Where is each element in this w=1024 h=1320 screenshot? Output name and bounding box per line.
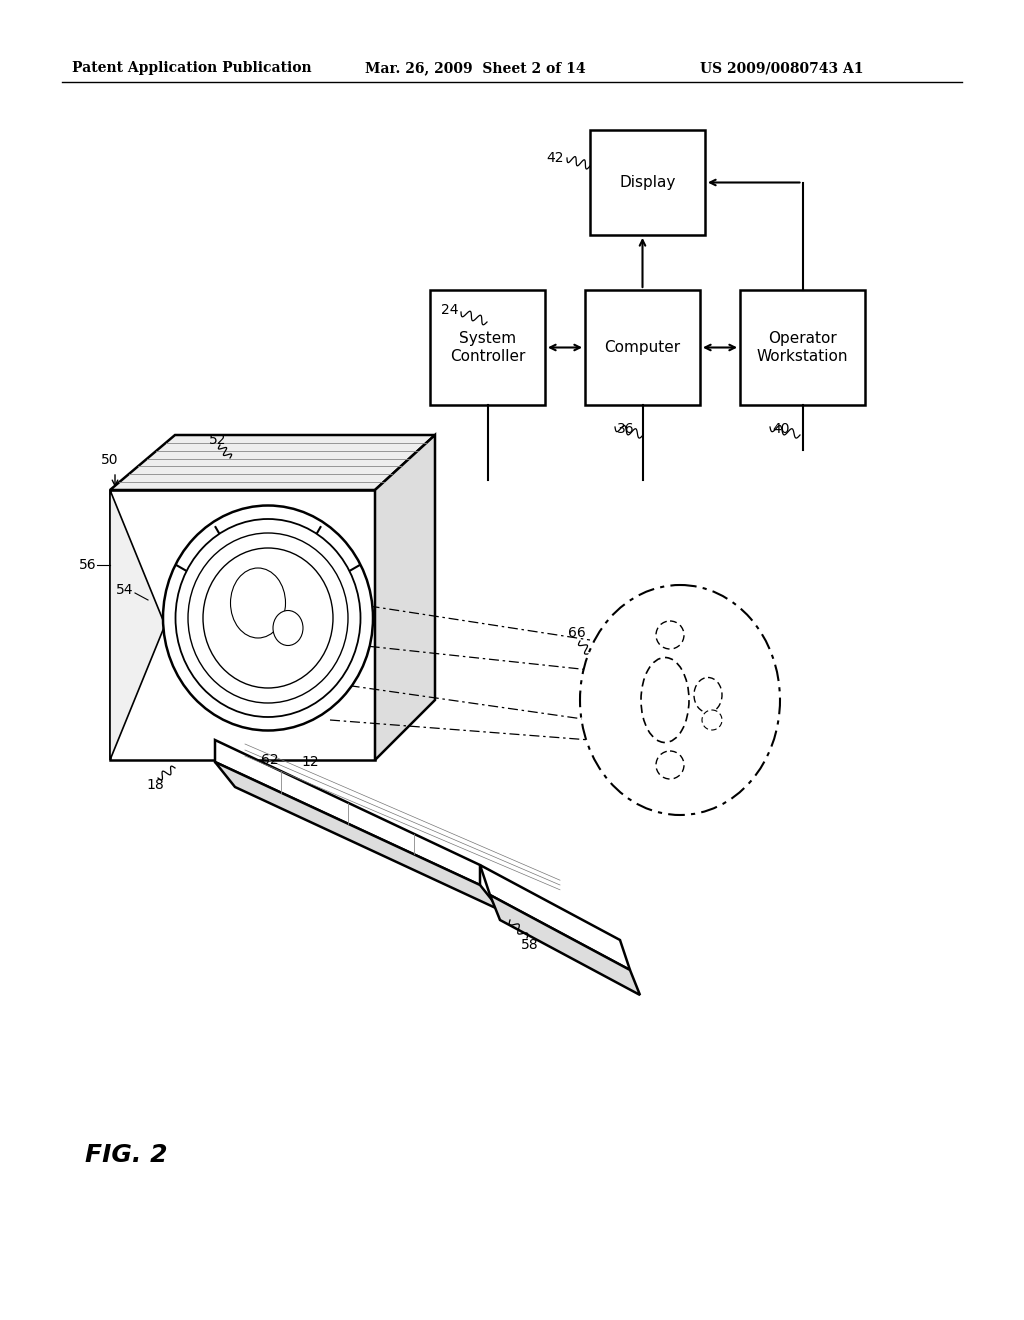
Ellipse shape bbox=[175, 519, 360, 717]
Text: Mar. 26, 2009  Sheet 2 of 14: Mar. 26, 2009 Sheet 2 of 14 bbox=[365, 61, 586, 75]
Polygon shape bbox=[375, 436, 435, 760]
Text: 58: 58 bbox=[521, 939, 539, 952]
Text: 56: 56 bbox=[79, 558, 97, 572]
Text: FIG. 2: FIG. 2 bbox=[85, 1143, 168, 1167]
Text: 40: 40 bbox=[772, 422, 790, 436]
Text: Computer: Computer bbox=[604, 341, 681, 355]
Text: 12: 12 bbox=[301, 755, 318, 770]
Text: 22: 22 bbox=[221, 631, 239, 645]
Text: Operator
Workstation: Operator Workstation bbox=[757, 331, 848, 364]
Text: 24: 24 bbox=[440, 304, 458, 317]
Ellipse shape bbox=[641, 657, 689, 742]
Circle shape bbox=[656, 751, 684, 779]
Bar bbox=[585, 290, 700, 405]
Text: Display: Display bbox=[620, 176, 676, 190]
Polygon shape bbox=[480, 865, 630, 970]
Ellipse shape bbox=[230, 568, 286, 638]
Text: 62: 62 bbox=[261, 752, 279, 767]
Bar bbox=[430, 290, 545, 405]
Text: 36: 36 bbox=[617, 422, 635, 436]
Text: System
Controller: System Controller bbox=[450, 331, 525, 364]
Polygon shape bbox=[490, 895, 640, 995]
Bar bbox=[740, 290, 865, 405]
Text: 66: 66 bbox=[568, 626, 586, 640]
Ellipse shape bbox=[273, 610, 303, 645]
Text: US 2009/0080743 A1: US 2009/0080743 A1 bbox=[700, 61, 863, 75]
Ellipse shape bbox=[580, 585, 780, 814]
Bar bbox=[590, 129, 705, 235]
Text: 54: 54 bbox=[117, 583, 134, 597]
Polygon shape bbox=[215, 762, 500, 909]
Ellipse shape bbox=[188, 533, 348, 704]
Polygon shape bbox=[215, 741, 480, 884]
Text: 18: 18 bbox=[146, 777, 164, 792]
Polygon shape bbox=[110, 490, 375, 760]
Ellipse shape bbox=[694, 677, 722, 713]
Ellipse shape bbox=[163, 506, 373, 730]
Polygon shape bbox=[110, 436, 435, 490]
Circle shape bbox=[656, 620, 684, 649]
Circle shape bbox=[702, 710, 722, 730]
Polygon shape bbox=[110, 490, 165, 760]
Text: 50: 50 bbox=[101, 453, 119, 467]
Text: 64: 64 bbox=[710, 620, 727, 635]
Text: 42: 42 bbox=[547, 150, 564, 165]
Text: Patent Application Publication: Patent Application Publication bbox=[72, 61, 311, 75]
Text: 52: 52 bbox=[209, 433, 226, 447]
Ellipse shape bbox=[203, 548, 333, 688]
